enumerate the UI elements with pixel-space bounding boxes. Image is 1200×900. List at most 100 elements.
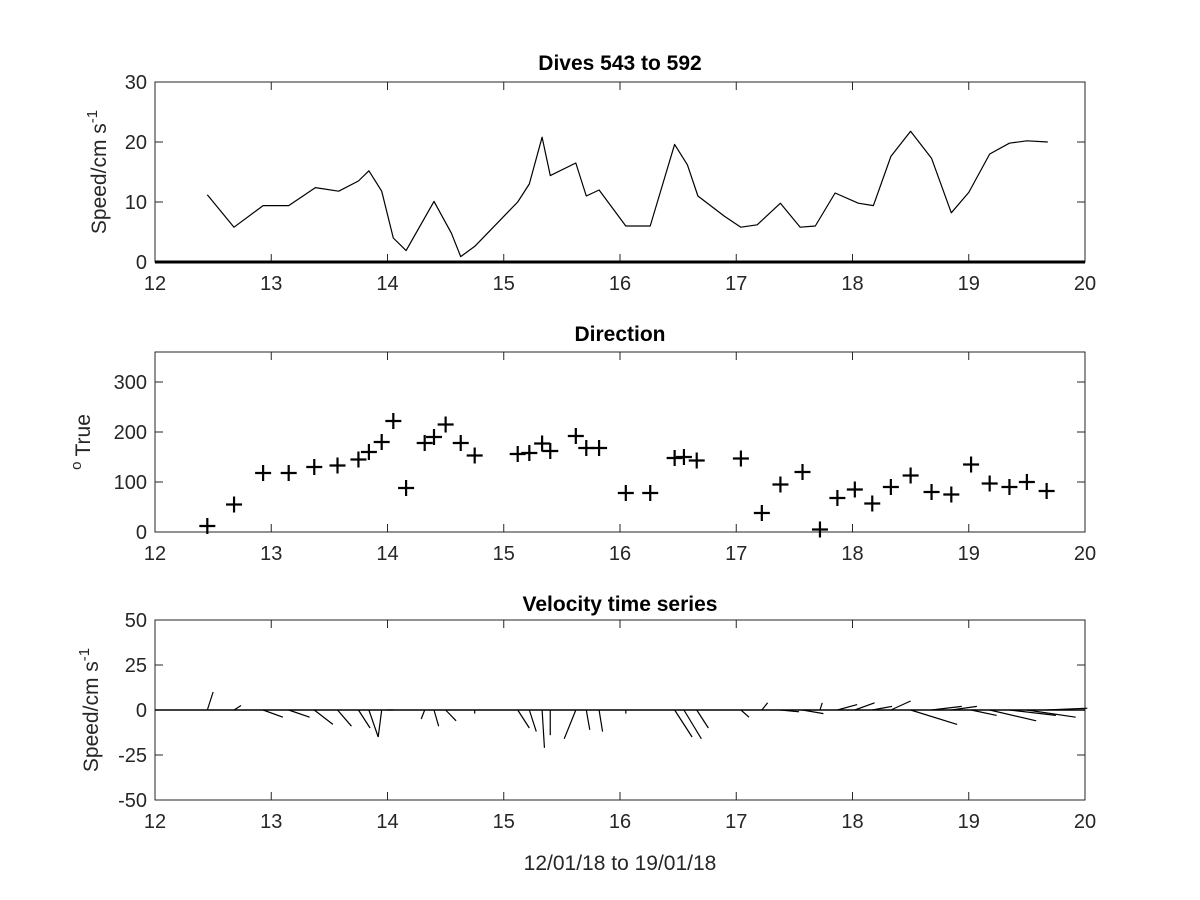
direction-point bbox=[542, 443, 559, 459]
direction-ytick-label: 0 bbox=[136, 522, 147, 544]
velocity-ylabel-exponent: -1 bbox=[76, 648, 93, 661]
velocity-stick bbox=[368, 709, 379, 738]
direction-y-ticks: 0 100 200 300 bbox=[114, 372, 1085, 544]
velocity-stick bbox=[206, 691, 214, 711]
velocity-stick bbox=[780, 709, 800, 713]
velocity-stick bbox=[910, 709, 958, 725]
velocity-ytick-label: -25 bbox=[118, 745, 147, 767]
velocity-stick bbox=[357, 709, 371, 729]
direction-point bbox=[466, 447, 483, 464]
direction-point bbox=[943, 486, 960, 503]
velocity-stick bbox=[541, 709, 546, 748]
speed-xtick-label: 19 bbox=[958, 273, 980, 295]
direction-point bbox=[864, 495, 881, 512]
velocity-stick bbox=[989, 709, 1037, 722]
speed-xtick-label: 18 bbox=[841, 273, 863, 295]
speed-title: Dives 543 to 592 bbox=[538, 52, 701, 75]
velocity-ytick-label: -50 bbox=[118, 790, 147, 812]
direction-point bbox=[829, 490, 846, 506]
velocity-stick bbox=[890, 700, 911, 711]
direction-point bbox=[617, 485, 634, 501]
velocity-y-ticks: -50 -25 0 25 50 bbox=[118, 610, 1085, 812]
direction-xtick-label: 19 bbox=[958, 543, 980, 565]
velocity-x-ticks: 12 13 14 15 16 17 18 19 20 bbox=[144, 620, 1096, 833]
velocity-stick bbox=[517, 709, 530, 729]
velocity-stick bbox=[1026, 709, 1076, 718]
velocity-stick bbox=[854, 702, 875, 711]
direction-xtick-label: 17 bbox=[725, 543, 747, 565]
velocity-stick bbox=[819, 702, 823, 711]
direction-point bbox=[398, 480, 415, 496]
velocity-ylabel: Speed/cm s-1 bbox=[76, 648, 103, 772]
direction-point bbox=[437, 416, 454, 433]
direction-point bbox=[902, 467, 919, 484]
speed-xtick-label: 16 bbox=[609, 273, 631, 295]
velocity-stick bbox=[931, 705, 962, 711]
direction-point bbox=[753, 505, 770, 521]
direction-point bbox=[1038, 483, 1055, 499]
direction-point bbox=[199, 518, 216, 534]
direction-point bbox=[350, 451, 367, 468]
direction-point bbox=[772, 476, 789, 493]
direction-ylabel-degree: o bbox=[68, 462, 85, 470]
direction-ytick-label: 200 bbox=[114, 422, 147, 444]
velocity-xlabel: 12/01/18 to 19/01/18 bbox=[524, 852, 717, 875]
direction-point bbox=[416, 435, 433, 451]
direction-x-ticks: 12 13 14 15 16 17 18 19 20 bbox=[144, 352, 1096, 565]
speed-xtick-label: 14 bbox=[376, 273, 398, 295]
speed-plot-area bbox=[154, 81, 1086, 263]
speed-ytick-label: 20 bbox=[125, 132, 147, 154]
direction-xtick-label: 14 bbox=[376, 543, 398, 565]
direction-ylabel: o True bbox=[68, 414, 95, 470]
direction-point bbox=[981, 475, 998, 492]
velocity-stick bbox=[1046, 707, 1088, 711]
velocity-stick bbox=[262, 709, 284, 718]
speed-line bbox=[206, 130, 1048, 258]
velocity-xtick-label: 16 bbox=[609, 811, 631, 833]
velocity-stick bbox=[313, 709, 334, 725]
direction-point bbox=[329, 457, 346, 474]
velocity-stick bbox=[445, 709, 457, 722]
velocity-stick bbox=[233, 704, 242, 711]
velocity-xtick-label: 19 bbox=[958, 811, 980, 833]
velocity-stick bbox=[761, 702, 769, 711]
direction-point bbox=[642, 485, 659, 501]
velocity-stick bbox=[674, 709, 693, 738]
speed-ytick-label: 0 bbox=[136, 252, 147, 274]
velocity-xtick-label: 12 bbox=[144, 811, 166, 833]
velocity-xtick-label: 13 bbox=[260, 811, 282, 833]
velocity-stick bbox=[377, 709, 383, 738]
speed-xtick-label: 12 bbox=[144, 273, 166, 295]
direction-point bbox=[1001, 479, 1018, 495]
speed-ytick-label: 30 bbox=[125, 72, 147, 94]
direction-point bbox=[923, 484, 940, 500]
velocity-stick bbox=[598, 709, 604, 732]
speed-ylabel-exponent: -1 bbox=[84, 110, 101, 123]
direction-point bbox=[811, 521, 828, 538]
velocity-stick bbox=[288, 709, 310, 718]
direction-point bbox=[846, 481, 863, 498]
speed-line-series bbox=[206, 130, 1048, 258]
direction-point bbox=[591, 440, 608, 456]
direction-point bbox=[675, 449, 692, 465]
velocity-stick bbox=[433, 709, 440, 727]
velocity-stick bbox=[528, 709, 537, 732]
direction-point bbox=[255, 465, 272, 481]
direction-point bbox=[794, 464, 811, 480]
direction-ylabel-text: True bbox=[72, 414, 95, 456]
direction-point bbox=[226, 496, 243, 513]
direction-xtick-label: 20 bbox=[1074, 543, 1096, 565]
direction-point bbox=[452, 435, 469, 451]
velocity-stick bbox=[802, 709, 824, 715]
velocity-stick bbox=[683, 709, 702, 740]
speed-y-ticks: 0 10 20 30 bbox=[125, 72, 1085, 274]
velocity-stick bbox=[696, 709, 709, 729]
velocity-stick bbox=[951, 705, 977, 711]
velocity-ylabel-text: Speed/cm s bbox=[80, 661, 103, 772]
velocity-stick bbox=[970, 709, 997, 716]
direction-point bbox=[360, 444, 377, 460]
velocity-xtick-label: 14 bbox=[376, 811, 398, 833]
velocity-xtick-label: 17 bbox=[725, 811, 747, 833]
direction-point bbox=[1018, 474, 1035, 490]
